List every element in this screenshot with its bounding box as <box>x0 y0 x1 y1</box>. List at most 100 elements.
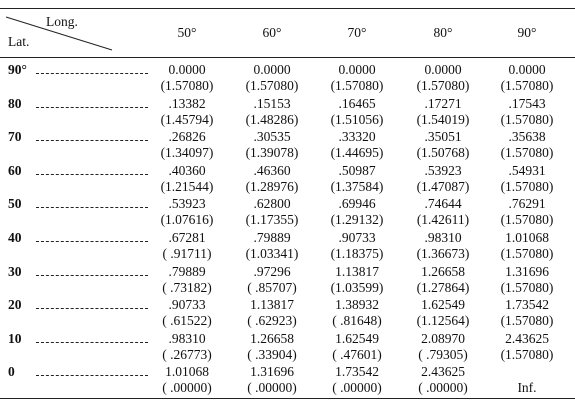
cell-value: .67281 <box>168 230 206 245</box>
cell-value: 0.0000 <box>338 62 376 77</box>
cell-value: .98310 <box>424 230 462 245</box>
leader-dots <box>36 207 148 209</box>
cell-value: ( .91711) <box>162 246 212 261</box>
cell-value: 2.08970 <box>421 330 465 346</box>
lat-label: 30 <box>8 263 22 279</box>
leader-dots <box>36 106 148 108</box>
cell-value: .33320 <box>338 129 376 145</box>
cell-value: ( .62923) <box>247 313 297 329</box>
cell-value: 0.0000 <box>424 62 462 77</box>
lat-label: 0 <box>8 364 15 380</box>
cell-value: (1.12564) <box>416 313 470 329</box>
corner-long: Long. <box>46 14 78 29</box>
column-header: 70° <box>347 25 367 40</box>
cell-value: 1.26658 <box>250 330 294 346</box>
cell-value: .90733 <box>338 230 376 245</box>
cell-value: 1.13817 <box>335 263 379 279</box>
top-rule <box>0 8 575 9</box>
cell-value: .15153 <box>253 95 291 111</box>
cell-value: 1.01068 <box>505 230 549 245</box>
cell-value: (1.57080) <box>245 78 299 93</box>
cell-value: (1.50768) <box>416 145 470 161</box>
cell-value: (1.42611) <box>416 212 470 228</box>
cell-value: .74644 <box>424 196 462 212</box>
cell-value: .90733 <box>168 297 206 313</box>
leader-dots <box>36 140 148 142</box>
cell-value: (1.57080) <box>500 111 554 127</box>
cell-value: 1.73542 <box>505 297 549 313</box>
cell-value: (1.54019) <box>416 111 470 127</box>
cell-value: .76291 <box>508 196 546 212</box>
cell-value: .13382 <box>168 95 206 111</box>
cell-value: 2.43625 <box>505 330 549 346</box>
cell-value: (1.57080) <box>416 78 470 93</box>
cell-value: (1.57080) <box>500 279 554 295</box>
cell-value: (1.51056) <box>330 111 384 127</box>
cell-value: ( .26773) <box>162 346 212 362</box>
cell-value: (1.03341) <box>245 246 299 261</box>
cell-value: 1.62549 <box>421 297 465 313</box>
cell-value: 1.31696 <box>505 263 549 279</box>
leader-dots <box>36 375 148 377</box>
cell-value: .50987 <box>338 162 376 178</box>
lat-label: 80 <box>8 95 22 111</box>
cell-value: (1.57080) <box>500 145 554 161</box>
cell-value: .79889 <box>253 230 291 245</box>
cell-value: ( .00000) <box>332 380 382 396</box>
cell-value: 1.62549 <box>335 330 379 346</box>
cell-value: (1.37584) <box>330 178 384 194</box>
cell-value: ( .81648) <box>332 313 382 329</box>
cell-value: 2.43625 <box>421 364 465 380</box>
lat-label: 50 <box>8 196 22 212</box>
cell-value: .79889 <box>168 263 206 279</box>
cell-value: .16465 <box>338 95 376 111</box>
lat-label: 60 <box>8 162 22 178</box>
cell-value: (1.34097) <box>160 145 214 161</box>
cell-value: 1.13817 <box>250 297 294 313</box>
cell-value: ( .33904) <box>247 346 297 362</box>
cell-value: ( .61522) <box>162 313 212 329</box>
cell-value: (1.27864) <box>416 279 470 295</box>
cell-value: ( .85707) <box>247 279 297 295</box>
cell-value: .26826 <box>168 129 206 145</box>
corner-lat: Lat. <box>8 34 30 49</box>
lat-label: 40 <box>8 230 22 245</box>
cell-value: (1.57080) <box>500 212 554 228</box>
lat-label: 20 <box>8 297 22 313</box>
cell-value: ( .47601) <box>332 346 382 362</box>
cell-value: 1.73542 <box>335 364 379 380</box>
column-header: 60° <box>262 25 282 40</box>
cell-value: (1.36673) <box>416 246 470 261</box>
cell-value: ( .00000) <box>162 380 212 396</box>
cell-value: (1.48286) <box>245 111 299 127</box>
cell-value: (1.29132) <box>330 212 384 228</box>
cell-value: .98310 <box>168 330 206 346</box>
cell-value: ( .73182) <box>162 279 212 295</box>
leader-dots <box>36 173 148 175</box>
cell-value: (1.45794) <box>160 111 214 127</box>
cell-value: (1.57080) <box>500 246 554 261</box>
cell-value: (1.39078) <box>245 145 299 161</box>
cell-value: .35051 <box>424 129 462 145</box>
column-header: 90° <box>517 25 537 40</box>
cell-value: .53923 <box>424 162 462 178</box>
cell-value: (1.57080) <box>500 178 554 194</box>
cell-value: .46360 <box>253 162 291 178</box>
cell-value: ( .00000) <box>418 380 468 396</box>
leader-dots <box>36 308 148 310</box>
cell-value: (1.57080) <box>500 346 554 362</box>
cell-value: 0.0000 <box>168 62 206 77</box>
cell-value: .62800 <box>253 196 291 212</box>
cell-value: .35638 <box>508 129 546 145</box>
cell-value: .17543 <box>508 95 546 111</box>
cell-value: 0.0000 <box>508 62 546 77</box>
cell-value: (1.17355) <box>245 212 299 228</box>
leader-dots <box>36 241 148 242</box>
cell-value: (1.57080) <box>500 313 554 329</box>
lat-label: 90° <box>8 62 27 77</box>
cell-value: 1.01068 <box>165 364 209 380</box>
cell-value: (1.57080) <box>160 78 214 93</box>
bottom-rule <box>0 398 575 399</box>
